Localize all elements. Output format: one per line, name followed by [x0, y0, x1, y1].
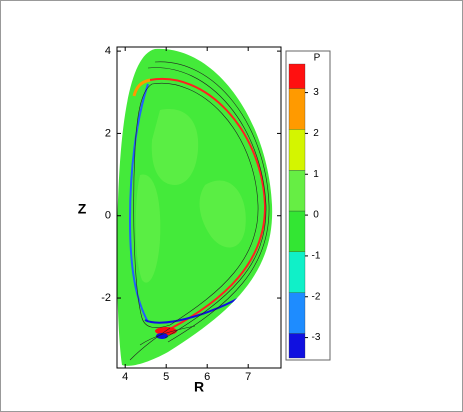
- colorbar-tick-label: -3: [312, 332, 321, 343]
- x-tick-label: 4: [122, 371, 128, 383]
- colorbar-band: [288, 129, 306, 171]
- plot-frame: [116, 46, 282, 369]
- colorbar-tick-label: -1: [312, 251, 321, 262]
- colorbar-tick-label: 3: [313, 87, 319, 98]
- x-axis-label: R: [194, 379, 204, 395]
- colorbar-band: [288, 292, 306, 334]
- colorbar-band: [288, 170, 306, 212]
- x-tick-label: 5: [163, 371, 169, 383]
- contour-field: [117, 48, 273, 366]
- colorbar-band: [288, 333, 306, 359]
- colorbar-tick-label: 1: [313, 169, 319, 180]
- colorbar-tick-label: -2: [312, 291, 321, 302]
- x-tick-label: 6: [204, 371, 210, 383]
- x-tick-label: 7: [245, 371, 251, 383]
- y-tick-label: 0: [105, 210, 111, 222]
- colorbar-tick-label: 0: [313, 210, 319, 221]
- colorbar-band: [288, 88, 306, 130]
- colorbar-tick-label: 2: [313, 128, 319, 139]
- y-tick-label: 2: [105, 127, 111, 139]
- y-tick-label: 4: [105, 45, 111, 57]
- y-axis-label: Z: [78, 201, 87, 217]
- colorbar-band: [288, 251, 306, 293]
- y-tick-label: -2: [101, 292, 111, 304]
- colorbar-title: P: [314, 53, 321, 64]
- colorbar-band: [288, 210, 306, 252]
- colorbar-band: [288, 63, 306, 89]
